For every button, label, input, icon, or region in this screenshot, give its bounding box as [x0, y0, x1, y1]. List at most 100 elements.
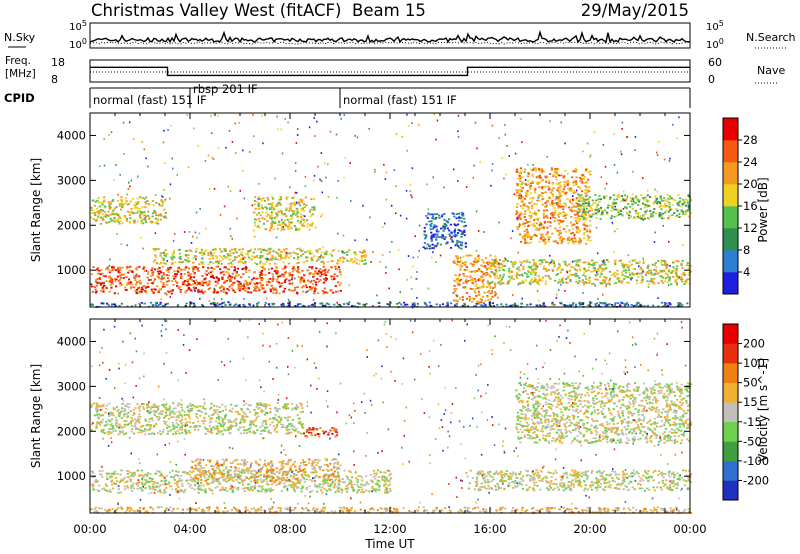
scatter-cell: [136, 266, 139, 269]
scatter-cell: [519, 241, 523, 243]
scatter-cell: [276, 252, 279, 255]
scatter-cell: [628, 274, 632, 276]
scatter-cell: [544, 185, 547, 188]
scatter-cell: [323, 506, 327, 509]
scatter-cell: [201, 261, 204, 264]
scatter-cell: [624, 199, 627, 202]
scatter-cell: [611, 304, 614, 306]
scatter-cell: [544, 268, 547, 270]
scatter-cell: [173, 277, 176, 280]
scatter-cell: [443, 507, 447, 509]
scatter-cell: [554, 202, 557, 205]
scatter-cell: [138, 275, 141, 278]
scatter-cell: [660, 208, 663, 211]
scatter-cell: [662, 217, 665, 220]
scatter-cell: [292, 251, 295, 254]
scatter-cell: [146, 276, 149, 279]
scatter-cell: [269, 203, 272, 206]
scatter-cell: [307, 280, 310, 283]
scatter-cell: [598, 200, 601, 203]
scatter-cell: [584, 224, 587, 227]
scatter-cell: [541, 233, 545, 236]
scatter-cell: [680, 205, 683, 208]
scatter-cell: [369, 216, 371, 219]
scatter-cell: [645, 510, 648, 513]
scatter-cell: [256, 213, 259, 216]
scatter-cell: [174, 273, 177, 275]
scatter-cell: [197, 290, 200, 293]
scatter-cell: [276, 258, 279, 261]
scatter-cell: [574, 507, 577, 510]
scatter-cell: [284, 118, 286, 120]
scatter-cell: [676, 278, 679, 281]
scatter-cell: [216, 304, 219, 307]
scatter-cell: [553, 262, 555, 265]
scatter-cell: [204, 160, 207, 162]
scatter-cell: [576, 260, 579, 263]
scatter-cell: [244, 266, 247, 268]
scatter-cell: [96, 268, 99, 271]
scatter-cell: [339, 289, 342, 292]
scatter-cell: [196, 236, 198, 239]
scatter-cell: [546, 221, 549, 223]
scatter-cell: [546, 176, 549, 179]
scatter-cell: [489, 265, 493, 267]
scatter-cell: [552, 260, 555, 263]
scatter-cell: [527, 207, 530, 210]
scatter-cell: [423, 302, 426, 304]
scatter-cell: [539, 237, 542, 239]
scatter-cell: [473, 298, 476, 300]
scatter-cell: [241, 248, 244, 250]
scatter-cell: [269, 208, 272, 210]
scatter-cell: [606, 213, 609, 215]
scatter-cell: [608, 283, 611, 286]
scatter-cell: [638, 265, 640, 268]
scatter-cell: [144, 201, 147, 203]
scatter-cell: [482, 279, 485, 281]
scatter-cell: [279, 198, 283, 201]
scatter-cell: [364, 254, 367, 257]
scatter-cell: [192, 276, 195, 279]
scatter-cell: [681, 259, 684, 262]
scatter-cell: [270, 222, 273, 224]
scatter-cell: [534, 271, 538, 274]
date-title: 29/May/2015: [581, 1, 689, 20]
scatter-cell: [482, 509, 485, 512]
noise-tick-left-bottom: 100: [69, 37, 87, 52]
scatter-cell: [389, 251, 391, 253]
scatter-cell: [305, 204, 308, 206]
scatter-cell: [117, 218, 120, 220]
scatter-cell: [465, 186, 468, 188]
scatter-cell: [270, 207, 273, 210]
scatter-cell: [385, 486, 388, 489]
scatter-cell: [269, 511, 272, 513]
scatter-cell: [588, 190, 591, 193]
scatter-cell: [297, 202, 301, 204]
scatter-cell: [682, 200, 685, 203]
scatter-cell: [603, 197, 606, 199]
scatter-cell: [585, 194, 588, 197]
scatter-cell: [205, 281, 208, 284]
scatter-cell: [517, 194, 520, 197]
scatter-cell: [207, 154, 210, 157]
scatter-cell: [659, 507, 663, 510]
scatter-cell: [558, 212, 561, 214]
scatter-cell: [132, 138, 135, 140]
scatter-cell: [138, 291, 141, 294]
scatter-cell: [109, 206, 112, 209]
scatter-cell: [159, 252, 162, 255]
scatter-cell: [270, 205, 274, 208]
scatter-cell: [157, 222, 160, 225]
scatter-cell: [425, 509, 428, 512]
scatter-cell: [461, 304, 464, 307]
scatter-cell: [435, 216, 438, 219]
scatter-cell: [153, 259, 156, 262]
scatter-cell: [139, 211, 142, 214]
scatter-cell: [563, 185, 566, 188]
scatter-cell: [301, 507, 304, 510]
scatter-cell: [454, 274, 457, 277]
scatter-cell: [266, 220, 269, 222]
scatter-cell: [425, 234, 428, 237]
scatter-cell: [221, 302, 224, 304]
scatter-cell: [311, 279, 313, 282]
